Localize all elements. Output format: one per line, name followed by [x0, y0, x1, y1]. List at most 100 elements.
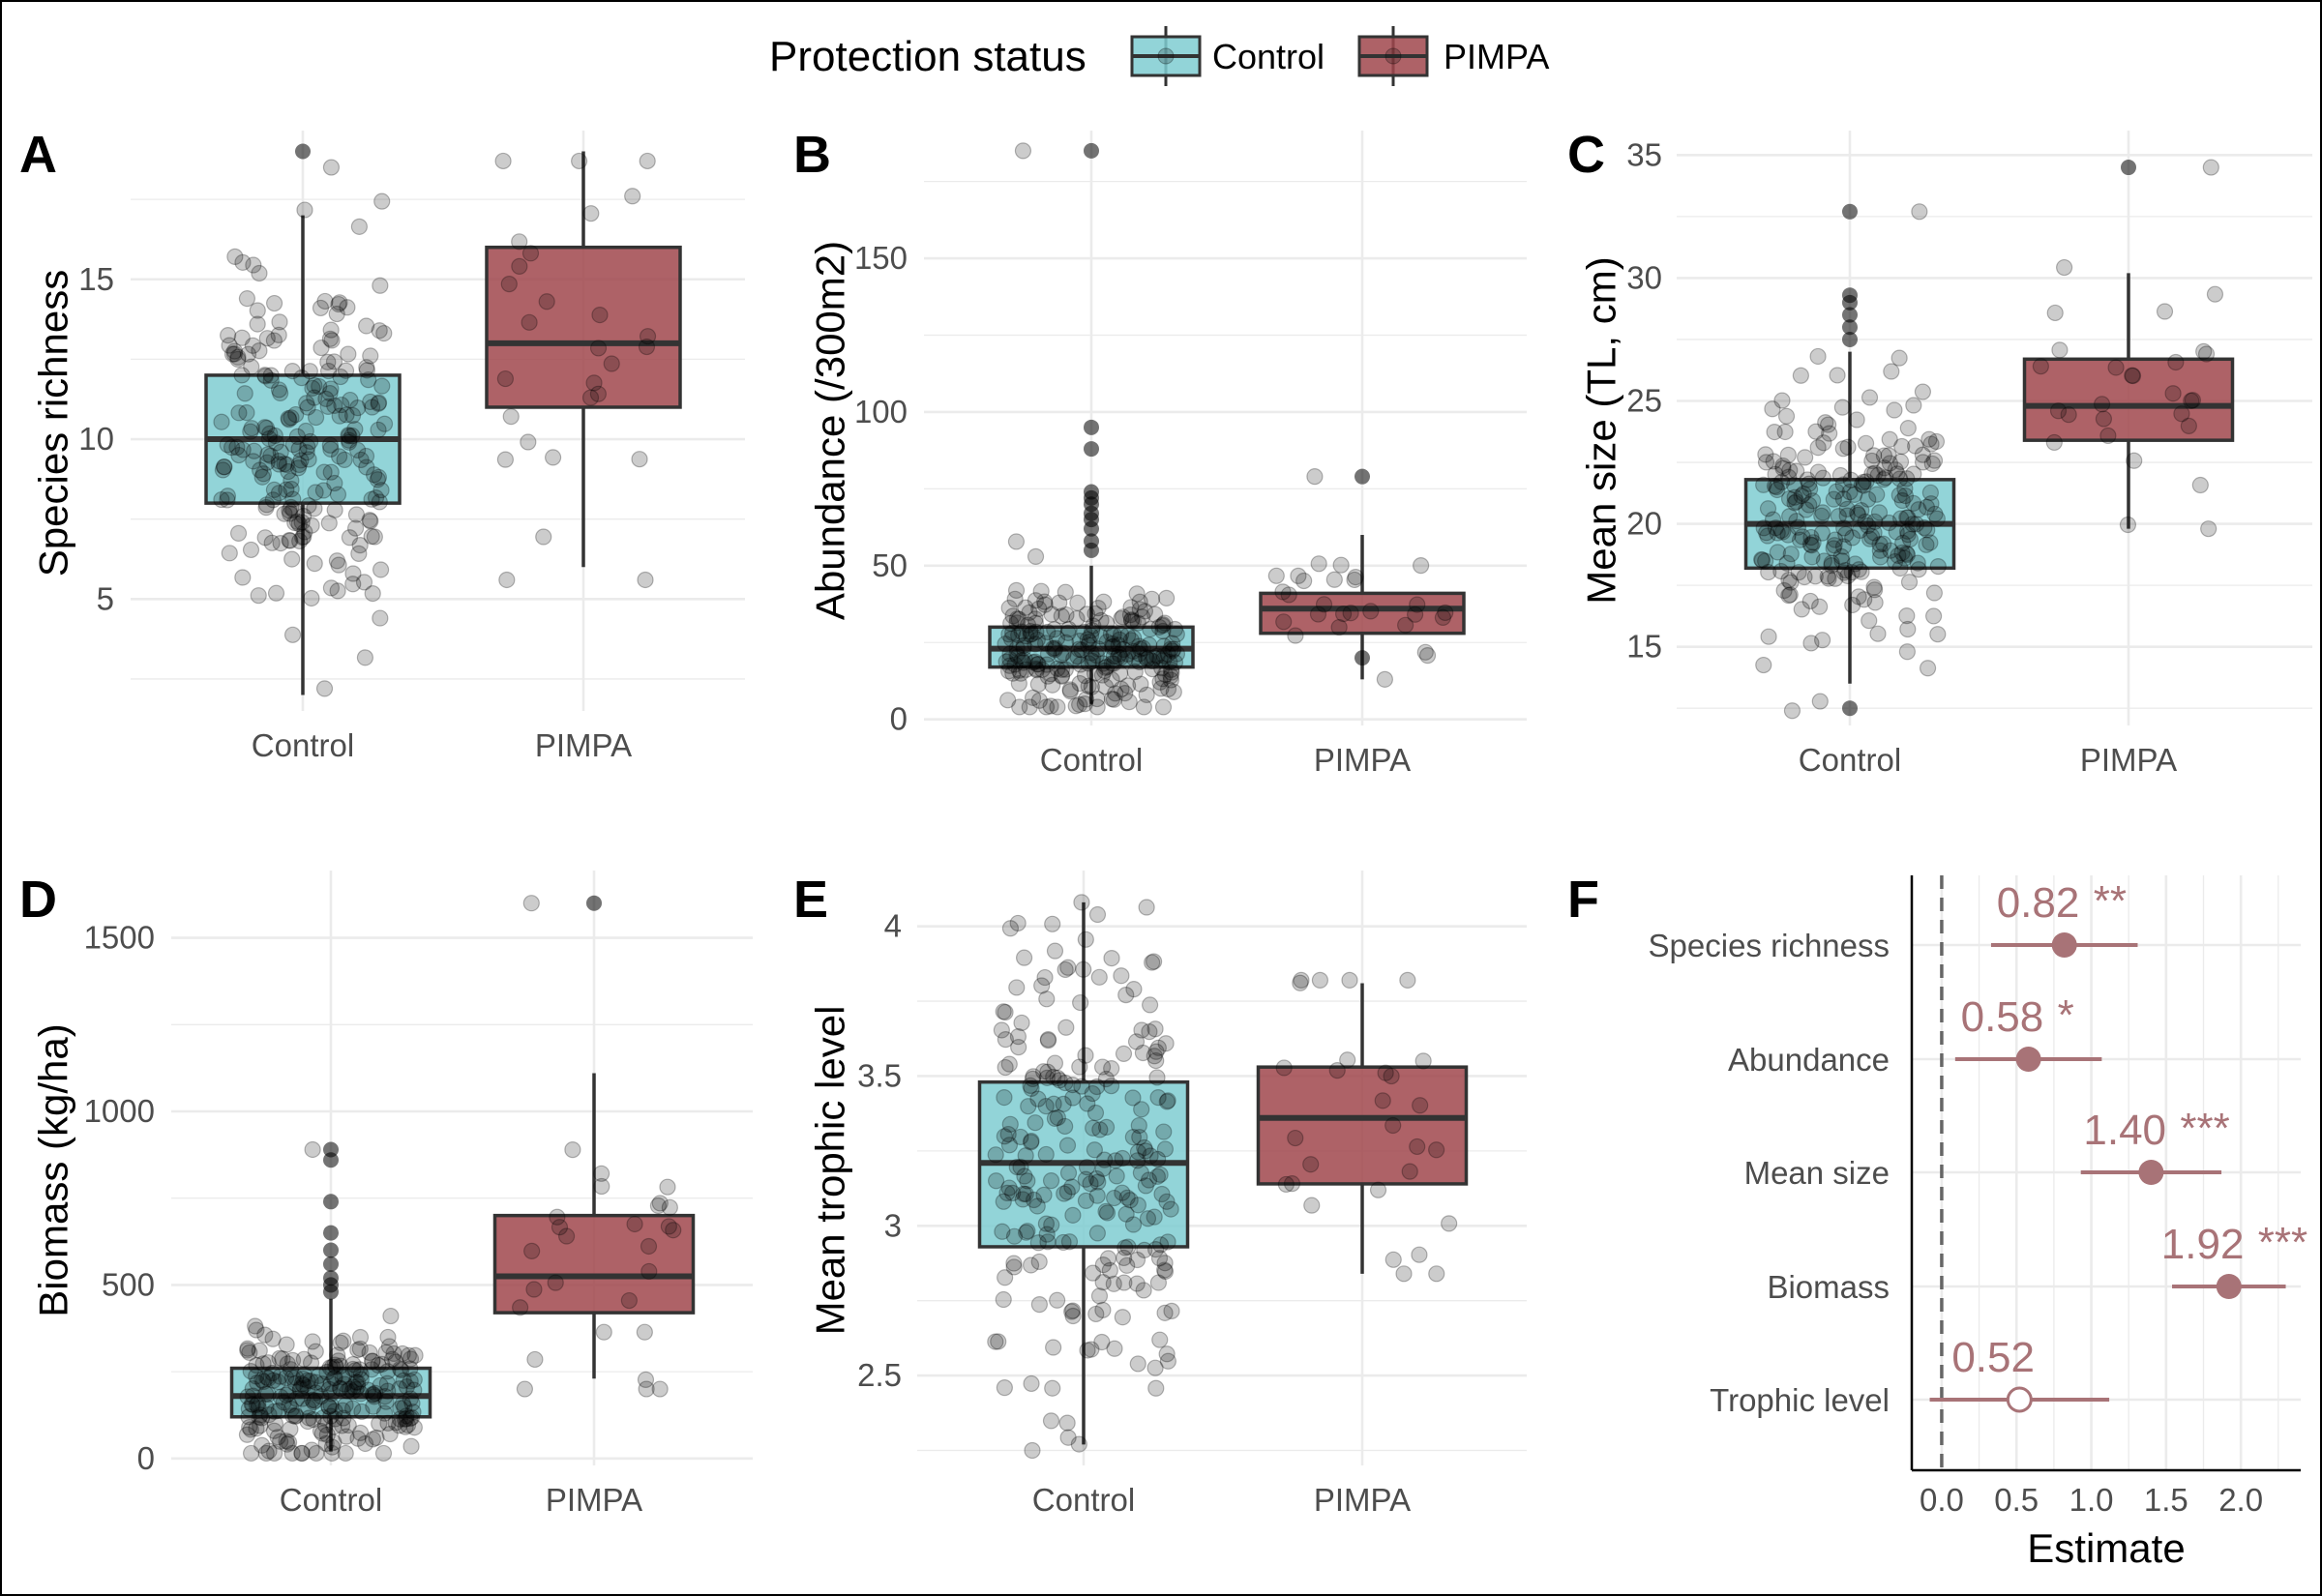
jitter-point — [1069, 594, 1087, 611]
jitter-point — [385, 1345, 402, 1362]
jitter-point — [238, 404, 255, 422]
jitter-point — [1159, 645, 1176, 663]
jitter-point — [370, 421, 387, 439]
jitter-point — [344, 1360, 362, 1378]
jitter-point — [494, 152, 512, 170]
jitter-point — [1821, 425, 1838, 442]
jitter-point — [1295, 572, 1313, 590]
jitter-point — [341, 431, 358, 449]
jitter-point — [290, 440, 308, 458]
jitter-point — [379, 1328, 397, 1346]
jitter-point — [283, 498, 300, 517]
jitter-point — [1133, 1021, 1150, 1039]
jitter-point — [402, 1373, 419, 1390]
jitter-point — [1817, 414, 1834, 431]
jitter-point — [1042, 697, 1059, 715]
jitter-point — [315, 680, 334, 697]
x-axis-title: Estimate — [2027, 1525, 2185, 1571]
jitter-point — [328, 552, 346, 570]
jitter-point — [1094, 1160, 1112, 1177]
jitter-point — [280, 1385, 297, 1403]
jitter-point — [259, 1370, 278, 1387]
jitter-point — [1039, 1233, 1057, 1251]
jitter-point — [402, 1390, 419, 1407]
jitter-point — [1150, 1250, 1169, 1267]
jitter-point — [1078, 606, 1096, 623]
x-tick-label: Control — [252, 727, 354, 763]
jitter-point — [1091, 628, 1110, 645]
jitter-point — [347, 1380, 365, 1399]
jitter-point — [1791, 531, 1809, 548]
box-control — [988, 142, 1195, 716]
jitter-point — [372, 482, 390, 499]
jitter-point — [346, 519, 365, 537]
jitter-point — [376, 1388, 394, 1405]
outlier-point — [323, 1256, 339, 1272]
jitter-point — [1116, 650, 1134, 667]
jitter-point — [1051, 594, 1068, 611]
jitter-point — [1849, 504, 1866, 521]
jitter-point — [1023, 1133, 1040, 1150]
jitter-point — [1157, 1035, 1175, 1052]
jitter-point — [1124, 1089, 1142, 1107]
jitter-point — [1013, 623, 1030, 640]
jitter-point — [286, 1407, 304, 1425]
jitter-point — [1088, 905, 1107, 924]
jitter-point — [278, 1386, 295, 1404]
jitter-point — [402, 1409, 419, 1428]
jitter-point — [242, 423, 259, 440]
jitter-point — [1374, 1092, 1391, 1109]
jitter-point — [1894, 534, 1912, 551]
jitter-point — [1914, 446, 1931, 463]
jitter-point — [367, 1384, 384, 1402]
jitter-point — [2060, 406, 2077, 424]
jitter-point — [1860, 517, 1877, 535]
jitter-point — [382, 1307, 400, 1325]
jitter-point — [1890, 547, 1907, 565]
jitter-point — [242, 1444, 260, 1463]
jitter-point — [1027, 662, 1046, 679]
jitter-point — [1287, 627, 1304, 644]
jitter-point — [241, 1418, 258, 1436]
jitter-point — [246, 442, 263, 459]
jitter-point — [303, 589, 320, 607]
jitter-point — [1064, 1206, 1082, 1224]
jitter-point — [1827, 531, 1844, 548]
jitter-point — [1055, 644, 1072, 662]
y-tick-label: 100 — [854, 394, 908, 429]
jitter-point — [1328, 1062, 1346, 1079]
jitter-point — [242, 1421, 259, 1438]
jitter-point — [1063, 1178, 1081, 1196]
jitter-point — [522, 895, 540, 912]
jitter-point — [1306, 468, 1324, 486]
jitter-point — [234, 441, 252, 458]
jitter-point — [1411, 1246, 1428, 1263]
row-label: Abundance — [1728, 1042, 1890, 1078]
jitter-point — [308, 1444, 325, 1463]
jitter-point — [2191, 476, 2209, 494]
jitter-point — [281, 411, 298, 429]
jitter-point — [392, 1360, 409, 1377]
row-label: Trophic level — [1710, 1382, 1890, 1418]
jitter-point — [333, 396, 350, 414]
jitter-point — [1000, 1179, 1018, 1197]
jitter-point — [1045, 1068, 1062, 1086]
jitter-point — [995, 1290, 1012, 1309]
jitter-point — [1122, 611, 1141, 629]
jitter-point — [1087, 1305, 1105, 1323]
jitter-point — [1866, 581, 1884, 599]
jitter-point — [1138, 686, 1155, 703]
jitter-point — [1137, 649, 1155, 666]
jitter-point — [2124, 367, 2141, 384]
jitter-point — [1072, 656, 1089, 673]
jitter-point — [316, 1416, 335, 1433]
jitter-point — [360, 371, 377, 389]
jitter-point — [238, 1426, 256, 1443]
jitter-point — [1138, 650, 1156, 668]
jitter-point — [1027, 623, 1045, 640]
jitter-point — [1277, 1175, 1295, 1194]
jitter-point — [292, 452, 310, 469]
jitter-point — [363, 490, 380, 508]
jitter-point — [1168, 645, 1186, 663]
jitter-point — [257, 1444, 275, 1463]
